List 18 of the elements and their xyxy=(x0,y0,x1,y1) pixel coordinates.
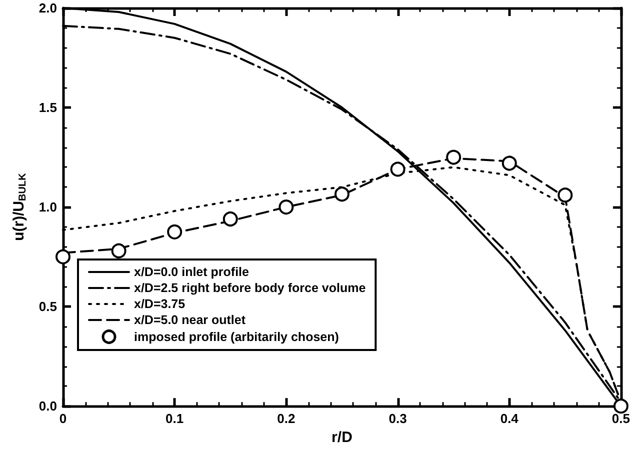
y-tick-label: 1.0 xyxy=(38,200,57,215)
legend-label: x/D=2.5 right before body force volume xyxy=(134,281,366,295)
legend-label: x/D=5.0 near outlet xyxy=(134,313,246,327)
y-tick-label: 1.5 xyxy=(38,100,57,116)
x-axis-title: r/D xyxy=(332,429,353,446)
x-tick-label: 0.4 xyxy=(500,411,520,426)
y-tick-label: 0.5 xyxy=(38,299,57,314)
legend-label: x/D=0.0 inlet profile xyxy=(134,265,250,279)
legend-label: x/D=3.75 xyxy=(134,297,186,311)
y-tick-label: 2.0 xyxy=(38,0,57,16)
x-tick-label: 0.1 xyxy=(166,411,184,426)
legend-label: imposed profile (arbitarily chosen) xyxy=(134,330,339,344)
x-tick-label: 0.2 xyxy=(277,411,296,426)
y-axis-title: u(r)/UBULK xyxy=(10,172,29,241)
x-tick-label: 0.3 xyxy=(388,411,407,426)
x-tick-label: 0.5 xyxy=(612,411,630,426)
y-tick-label: 0.0 xyxy=(38,398,57,414)
x-tick-label: 0 xyxy=(59,411,67,426)
